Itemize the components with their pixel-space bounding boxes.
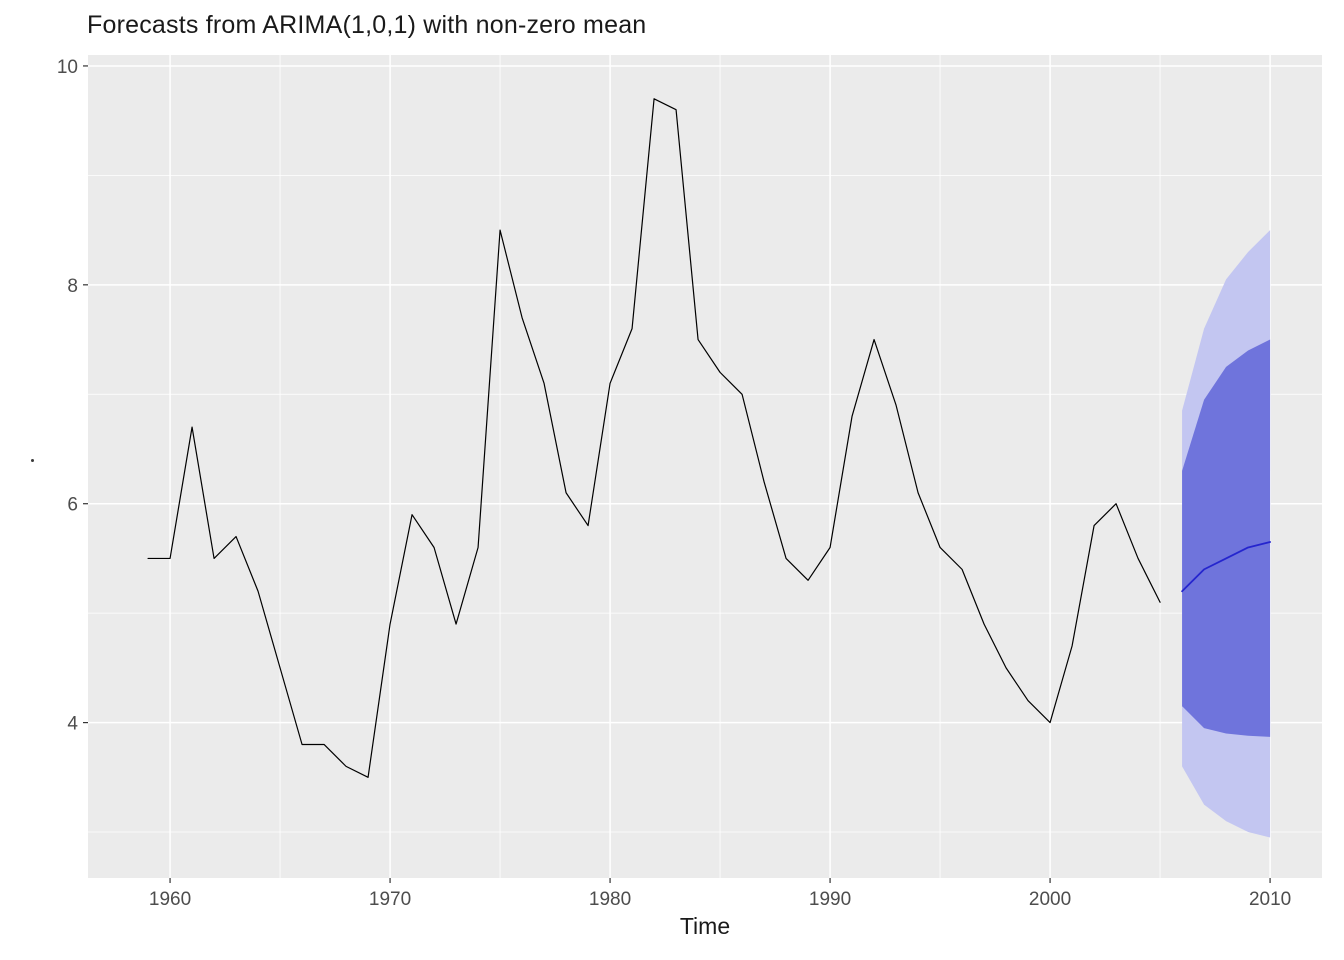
y-tick-label: 4	[67, 714, 78, 735]
forecast-interval-80	[1182, 339, 1271, 737]
stray-ink-dot	[31, 459, 34, 462]
y-tick-label: 8	[67, 276, 78, 297]
x-tick-label: 1980	[589, 889, 631, 910]
observed-line	[147, 98, 1161, 778]
x-tick-label: 1970	[369, 889, 411, 910]
plot-panel	[88, 55, 1322, 878]
x-tick-label: 1990	[809, 889, 851, 910]
x-tick-label: 2010	[1249, 889, 1291, 910]
x-tick-label: 2000	[1029, 889, 1071, 910]
chart-title: Forecasts from ARIMA(1,0,1) with non-zer…	[87, 11, 647, 39]
x-tick-label: 1960	[149, 889, 191, 910]
forecast-mean-line	[1181, 541, 1271, 593]
y-tick-label: 6	[67, 495, 78, 516]
y-tick-label: 10	[57, 57, 78, 78]
x-axis-title: Time	[679, 913, 731, 939]
